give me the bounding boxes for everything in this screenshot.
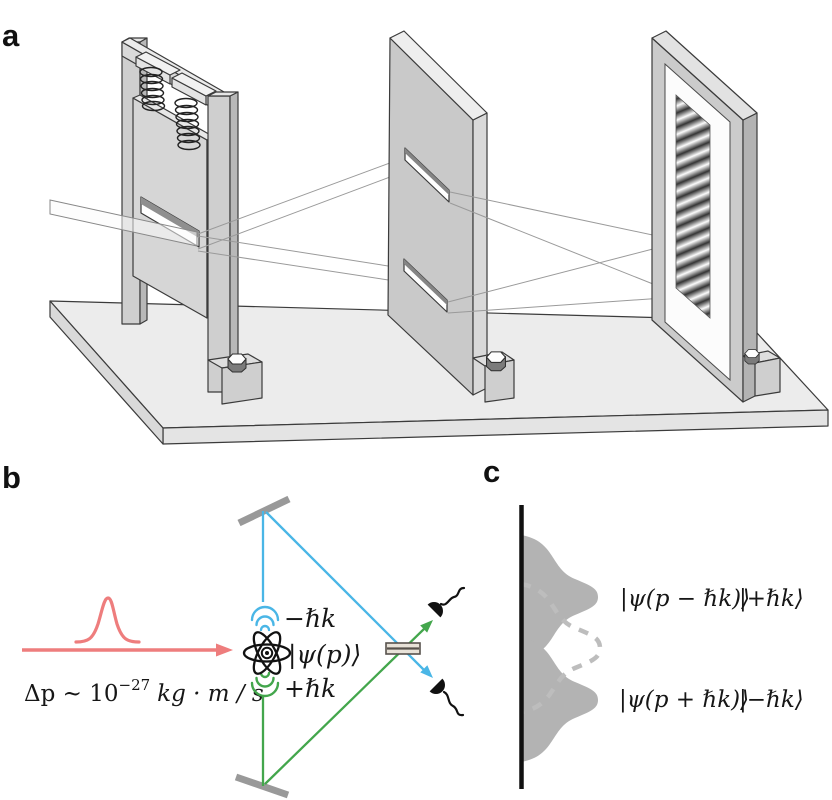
wavepacket-lower [521, 638, 598, 762]
double-slit-plate [387, 30, 515, 403]
detector-icon [429, 678, 465, 717]
lower-state-label: |ψ(p + ℏk)⟩ [619, 687, 749, 713]
momentum-spread-annotation: Δp ~ 10−27 kg · m / s [24, 676, 264, 707]
panel-b-label: b [2, 460, 21, 495]
recoil-down-label: +ℏk [284, 674, 336, 703]
detector-icon [427, 586, 466, 618]
arrowhead [420, 620, 433, 633]
photon-recoil-down-icon [250, 671, 280, 698]
panel-a-apparatus [49, 30, 829, 445]
spring-icon [139, 66, 166, 112]
beam-path-lines [447, 191, 679, 314]
recoiling-slit-device [49, 37, 263, 405]
bolt-icon [744, 349, 760, 365]
detection-screen [651, 30, 781, 403]
upper-state-label: |ψ(p − ℏk)⟩ [620, 586, 750, 612]
lower-recoil-label: |−ℏk⟩ [739, 687, 804, 713]
double-slit-upper [404, 147, 450, 203]
arrowhead [420, 665, 433, 678]
atom-icon [242, 631, 292, 675]
atom-state-label: |ψ(p)⟩ [288, 640, 361, 670]
wavepacket-initial-dashed [520, 581, 603, 715]
photon-recoil-up-icon [250, 605, 280, 632]
panel-c-wavepackets: |ψ(p − ℏk)⟩ |+ℏk⟩ |ψ(p + ℏk)⟩ |−ℏk⟩ [519, 505, 804, 789]
interference-pattern [675, 94, 711, 319]
double-slit-lower [403, 258, 448, 313]
upper-recoil-label: |+ℏk⟩ [739, 586, 804, 612]
panel-b-scheme: Δp ~ 10−27 kg · m / s [22, 495, 466, 799]
beam-path-lines [197, 156, 409, 284]
bolt-icon [486, 351, 506, 372]
arrowhead [216, 643, 233, 657]
wavepacket-upper [521, 535, 598, 659]
panel-a-label: a [2, 18, 20, 53]
matter-wave-sheet [49, 199, 198, 247]
spring-icon [174, 97, 201, 151]
beamsplitter-icon [385, 642, 421, 655]
bolt-icon [227, 353, 247, 373]
panel-c-label: c [483, 454, 500, 489]
recoil-up-label: −ℏk [284, 604, 336, 633]
pulse-curve [74, 596, 141, 644]
